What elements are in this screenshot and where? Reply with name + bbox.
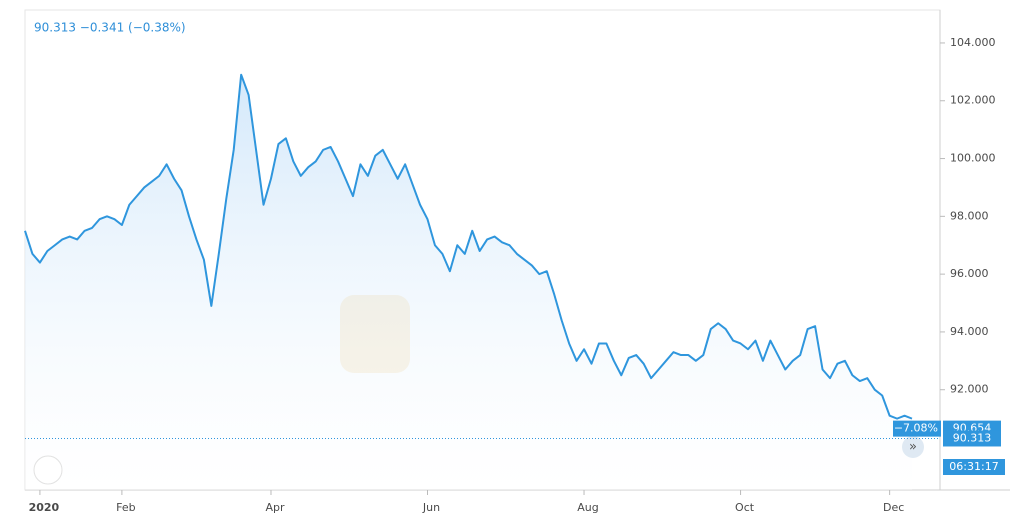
- y-tick-label: 92.000: [950, 383, 989, 396]
- x-tick-label: Feb: [116, 501, 135, 514]
- y-tick-label: 100.000: [950, 152, 996, 165]
- price-line: [24, 73, 913, 420]
- time-badge: [943, 459, 1005, 475]
- y-tick-label: 96.000: [950, 267, 989, 280]
- x-tick-label: Apr: [265, 501, 285, 514]
- y-tick-label: 98.000: [950, 209, 989, 222]
- x-tick-label: Aug: [577, 501, 598, 514]
- area-fill: [25, 74, 912, 490]
- price-badge-label: 90.313: [953, 431, 992, 444]
- y-tick-label: 102.000: [950, 94, 996, 107]
- change-badge: [893, 420, 941, 437]
- scroll-button[interactable]: [902, 436, 924, 458]
- x-tick-label: Oct: [735, 501, 755, 514]
- price-badge: [943, 430, 1001, 447]
- x-tick-label: Dec: [883, 501, 904, 514]
- y-tick-label: 104.000: [950, 36, 996, 49]
- logo-button[interactable]: [33, 455, 63, 485]
- scroll-icon[interactable]: »: [909, 440, 917, 455]
- change-badge-label: −7.08%: [894, 422, 938, 435]
- y-tick-label: 94.000: [950, 325, 989, 338]
- x-tick-label: 2020: [29, 501, 60, 514]
- x-tick-label: Jun: [422, 501, 440, 514]
- legend-text: 90.313 −0.341 (−0.38%): [34, 21, 186, 35]
- watermark-logo: [340, 295, 410, 373]
- time-label: 06:31:17: [949, 460, 998, 473]
